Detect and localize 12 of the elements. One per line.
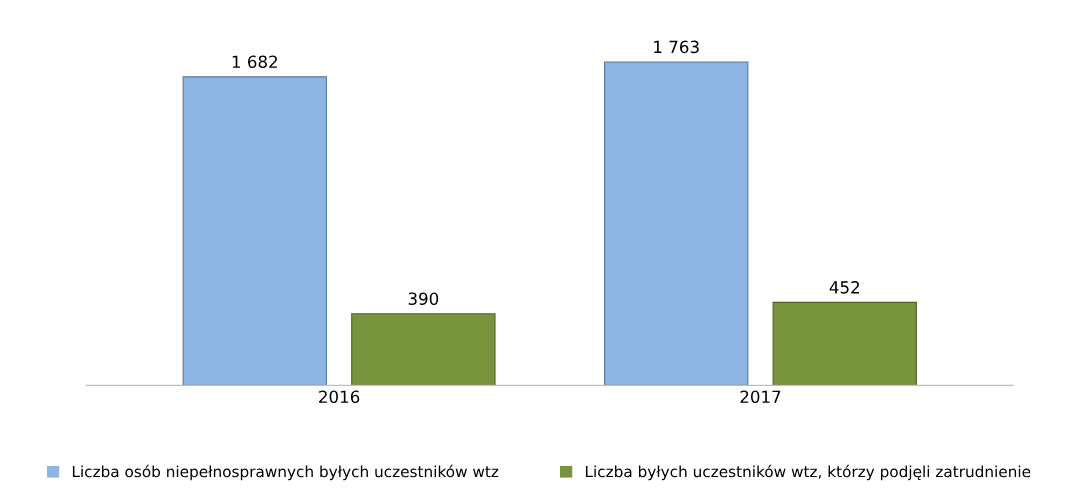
data-label: 390: [408, 292, 439, 306]
data-label: 1 763: [654, 40, 699, 54]
data-label: 452: [829, 281, 859, 294]
legend-label: Liczba osób niepełnosprawnych byłych uczestników wtz: [72, 464, 499, 481]
x-tick-label: 2017: [740, 390, 781, 404]
bar: [604, 61, 749, 386]
legend-label: Liczba byłych uczestników wtz, którzy podjęli zatrudnienie: [585, 464, 1031, 481]
data-label: 1 682: [232, 55, 277, 69]
bar: [182, 76, 327, 386]
bar: [772, 301, 917, 386]
x-tick-label: 2016: [319, 390, 360, 404]
bar: [351, 313, 496, 386]
